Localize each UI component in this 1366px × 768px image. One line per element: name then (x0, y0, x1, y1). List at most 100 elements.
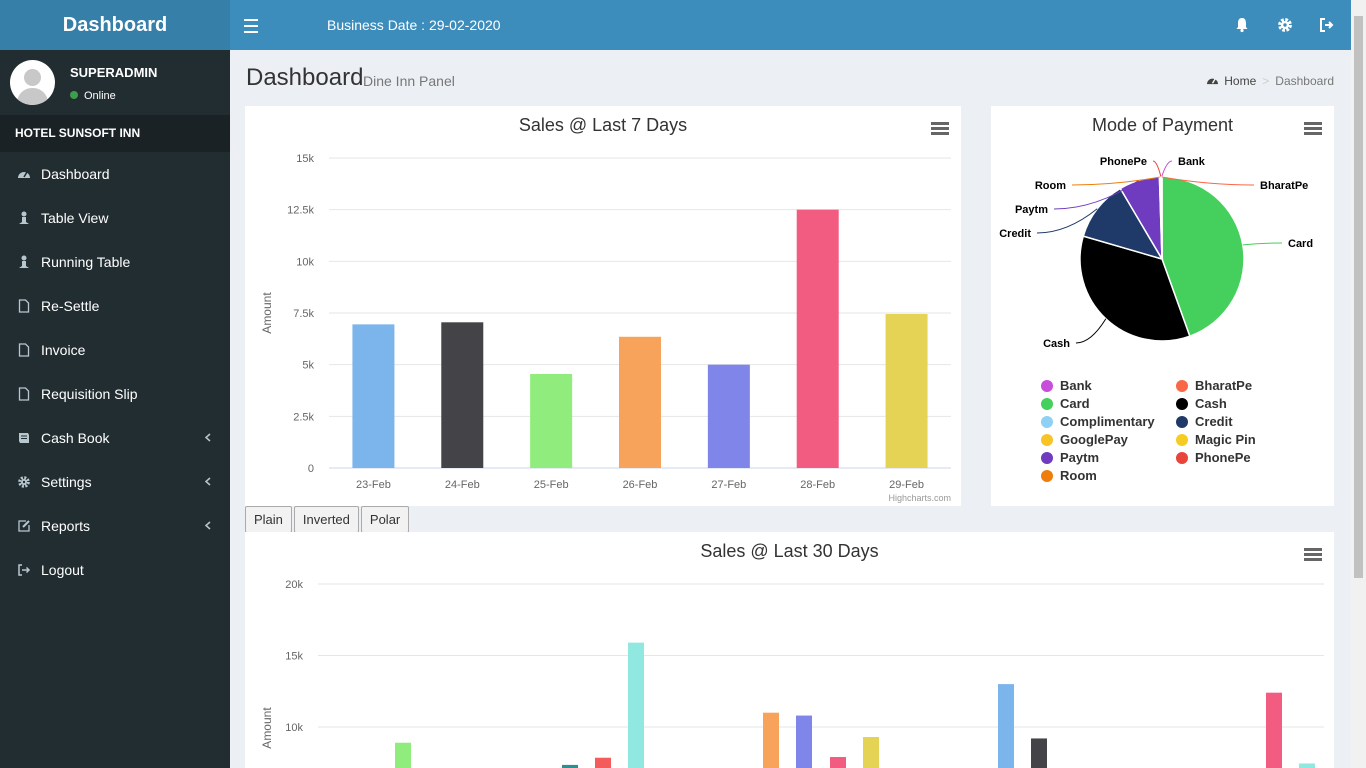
chart-title: Sales @ Last 30 Days (700, 541, 879, 561)
legend-swatch (1176, 416, 1188, 428)
y-tick-label: 10k (296, 256, 314, 268)
legend-label: GooglePay (1060, 432, 1128, 447)
x-tick-label: 25-Feb (534, 479, 569, 491)
y-tick-label: 15k (296, 153, 314, 165)
chart-type-buttons: Plain Inverted Polar (245, 506, 411, 533)
person-icon (19, 255, 29, 268)
breadcrumb-home[interactable]: Home (1224, 74, 1257, 88)
gear-icon[interactable] (1275, 15, 1295, 35)
legend-label: PhonePe (1195, 450, 1251, 465)
file-icon (18, 387, 30, 401)
bar (1299, 763, 1315, 768)
sidebar-item-logout[interactable]: Logout (0, 548, 230, 592)
x-tick-label: 28-Feb (800, 479, 835, 491)
bar (796, 715, 812, 768)
legend-label: Card (1060, 396, 1090, 411)
pie-data-label: BharatPe (1260, 180, 1308, 192)
chart-menu-icon[interactable] (1304, 548, 1322, 562)
legend-swatch (1176, 398, 1188, 410)
y-axis-label: Amount (260, 707, 274, 749)
bar (352, 324, 395, 468)
sidebar-item-requisition-slip[interactable]: Requisition Slip (0, 372, 230, 416)
sign-out-icon (18, 564, 31, 576)
sidebar-item-settings[interactable]: Settings (0, 460, 230, 504)
pie-data-label: Bank (1178, 156, 1206, 168)
page-title: Dashboard (246, 64, 364, 91)
person-icon (19, 211, 29, 224)
pie-connector (1161, 160, 1173, 178)
legend-swatch (1041, 416, 1053, 428)
chevron-left-icon (204, 433, 211, 442)
sidebar-item-label: Cash Book (41, 430, 110, 446)
pie-data-label: Credit (999, 228, 1031, 240)
sidebar-item-label: Dashboard (41, 166, 110, 182)
legend-swatch (1176, 380, 1188, 392)
sidebar-item-reports[interactable]: Reports (0, 504, 230, 548)
bar (562, 764, 578, 768)
chart-menu-icon[interactable] (931, 122, 949, 136)
file-icon (18, 343, 30, 357)
sidebar-toggle-icon[interactable] (244, 15, 258, 35)
sales-7-days-chart: 0 2.5k 5k 7.5k 10k 12.5k 15k Amount 23-Feb 24-Feb… (260, 153, 951, 503)
pie-slice (1161, 176, 1245, 338)
chevron-left-icon (204, 477, 211, 486)
bar (441, 322, 484, 468)
mode-of-payment-card: Mode of Payment Card Cash Credit Paytm Room P… (991, 106, 1334, 506)
sales-30-days-chart: 20k 15k 10k Amount (260, 579, 1324, 768)
sidebar-item-label: Table View (41, 210, 109, 226)
pie-data-label: PhonePe (1100, 156, 1147, 168)
sales-7-days-card: Sales @ Last 7 Days 0 2.5k 5k 7.5k 10k 12.5k 1… (245, 106, 961, 506)
sidebar-item-label: Settings (41, 474, 92, 490)
bell-icon[interactable] (1232, 15, 1252, 35)
legend-swatch (1041, 398, 1053, 410)
sign-out-icon[interactable] (1317, 15, 1337, 35)
pie-connector (1071, 176, 1161, 186)
pie-slice (1082, 187, 1164, 261)
y-tick-label: 10k (285, 722, 303, 734)
pie-connector (1152, 160, 1162, 178)
content-area: Dashboard Dine Inn Panel Home > Dashboard … (230, 50, 1351, 768)
polar-button[interactable]: Polar (360, 506, 410, 533)
pie-data-label: Cash (1043, 338, 1070, 350)
page-scrollbar[interactable] (1351, 0, 1366, 768)
y-tick-label: 2.5k (293, 411, 314, 423)
bar (619, 336, 661, 468)
bar (530, 373, 573, 468)
dashboard-icon (1207, 78, 1219, 85)
pie-data-label: Paytm (1015, 204, 1048, 216)
sidebar-item-table-view[interactable]: Table View (0, 196, 230, 240)
user-status: Online (70, 90, 116, 102)
scrollbar-thumb[interactable] (1354, 16, 1363, 578)
legend-label: Bank (1060, 378, 1092, 393)
sidebar-item-cash-book[interactable]: Cash Book (0, 416, 230, 460)
breadcrumb-current: Dashboard (1275, 74, 1334, 88)
sidebar-item-re-settle[interactable]: Re-Settle (0, 284, 230, 328)
bar (998, 684, 1014, 768)
inverted-button[interactable]: Inverted (293, 506, 359, 533)
brand-title[interactable]: Dashboard (0, 0, 230, 50)
bar (707, 364, 750, 468)
y-tick-label: 15k (285, 651, 303, 663)
online-dot-icon (70, 91, 78, 99)
chart-menu-icon[interactable] (1304, 122, 1322, 136)
pie-connector (1161, 176, 1255, 186)
bar (595, 757, 611, 768)
sidebar-item-running-table[interactable]: Running Table (0, 240, 230, 284)
file-icon (18, 299, 30, 313)
bar (796, 209, 839, 468)
pie-data-label: Room (1035, 180, 1066, 192)
pie-legend: Bank BharatPe Card Cash Complimentary Credit G… (1041, 378, 1331, 488)
sidebar-item-dashboard[interactable]: Dashboard (0, 152, 230, 196)
legend-label: Complimentary (1060, 414, 1155, 429)
user-name: SUPERADMIN (70, 65, 158, 80)
sidebar-item-label: Reports (41, 518, 91, 534)
bar (885, 314, 928, 468)
plain-button[interactable]: Plain (245, 506, 292, 533)
bar (763, 712, 779, 768)
legend-swatch (1176, 434, 1188, 446)
sidebar-item-label: Invoice (41, 342, 86, 358)
y-axis-label: Amount (260, 292, 274, 334)
y-tick-label: 0 (308, 463, 314, 475)
sidebar-item-invoice[interactable]: Invoice (0, 328, 230, 372)
bar (1266, 692, 1282, 768)
